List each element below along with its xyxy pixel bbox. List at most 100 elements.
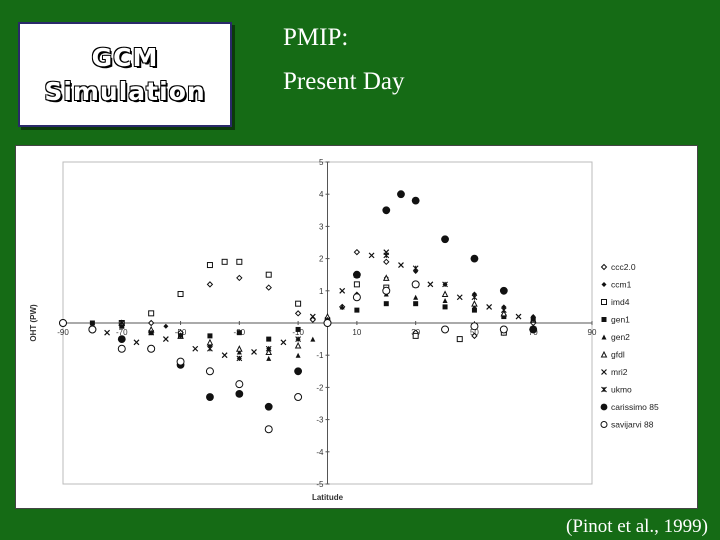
data-point-series-3 bbox=[295, 326, 301, 332]
x-tick-label: 90 bbox=[588, 328, 597, 337]
x-tick-label: 50 bbox=[470, 328, 479, 337]
data-point-series-2 bbox=[412, 332, 419, 339]
data-point-series-7 bbox=[207, 345, 213, 352]
oht-chart: -90-70-50-30-101030507090-5-4-3-2-112345… bbox=[29, 158, 659, 502]
data-point-series-7 bbox=[383, 252, 390, 259]
data-point-series-4 bbox=[266, 355, 272, 361]
data-point-series-8 bbox=[264, 402, 273, 411]
x-tick-label: -10 bbox=[292, 328, 304, 337]
legend-label-2: imd4 bbox=[611, 297, 630, 307]
data-point-series-9 bbox=[323, 319, 332, 327]
legend-marker-9 bbox=[600, 421, 608, 428]
data-point-series-2 bbox=[206, 262, 213, 269]
legend-marker-3 bbox=[601, 317, 607, 322]
data-point-series-6 bbox=[486, 303, 493, 310]
data-point-series-5 bbox=[236, 345, 243, 352]
data-point-series-5 bbox=[294, 341, 302, 349]
data-point-series-0 bbox=[147, 319, 155, 327]
data-point-series-9 bbox=[441, 325, 450, 334]
data-point-series-9 bbox=[411, 280, 420, 289]
data-point-series-7 bbox=[265, 345, 272, 352]
data-point-series-8 bbox=[294, 367, 303, 376]
data-point-series-3 bbox=[383, 301, 389, 307]
data-point-series-5 bbox=[471, 300, 478, 307]
data-point-series-9 bbox=[470, 322, 479, 331]
data-point-series-6 bbox=[104, 329, 111, 336]
legend-label-7: ukmo bbox=[611, 385, 632, 395]
y-tick-label: -3 bbox=[316, 416, 324, 425]
data-point-series-2 bbox=[456, 336, 463, 343]
data-point-series-9 bbox=[382, 286, 391, 295]
data-point-series-3 bbox=[266, 336, 272, 342]
data-point-series-6 bbox=[192, 345, 199, 352]
legend-marker-7 bbox=[601, 386, 607, 393]
data-point-series-6 bbox=[280, 339, 287, 346]
data-point-series-7 bbox=[236, 355, 243, 362]
data-point-series-8 bbox=[499, 286, 508, 295]
data-point-series-3 bbox=[442, 304, 448, 310]
data-point-series-2 bbox=[236, 258, 243, 265]
legend-marker-1 bbox=[601, 282, 607, 287]
data-point-series-6 bbox=[339, 287, 346, 294]
legend-label-1: ccm1 bbox=[611, 280, 632, 290]
legend-label-9: savijarvi 88 bbox=[611, 420, 654, 430]
data-point-series-7 bbox=[177, 332, 184, 339]
data-point-series-4 bbox=[295, 352, 301, 358]
data-point-series-8 bbox=[206, 393, 214, 401]
legend-label-6: mri2 bbox=[611, 367, 628, 377]
data-point-series-9 bbox=[205, 367, 214, 376]
data-point-series-4 bbox=[471, 304, 477, 310]
legend-label-8: carissimo 85 bbox=[611, 402, 659, 412]
chart-panel: -90-70-50-30-101030507090-5-4-3-2-112345… bbox=[15, 145, 698, 509]
data-point-series-3 bbox=[354, 307, 360, 313]
legend-marker-0 bbox=[600, 263, 608, 271]
data-point-series-2 bbox=[295, 300, 302, 307]
y-axis-label: OHT (PW) bbox=[29, 304, 38, 342]
y-tick-label: -1 bbox=[316, 351, 324, 360]
data-point-series-7 bbox=[148, 329, 155, 336]
slide-title-line2: Present Day bbox=[283, 68, 405, 95]
data-point-series-4 bbox=[442, 297, 448, 303]
data-point-series-5 bbox=[206, 338, 214, 346]
data-point-series-7 bbox=[530, 316, 537, 323]
legend-marker-6 bbox=[601, 369, 607, 375]
data-point-series-7 bbox=[412, 265, 419, 272]
data-point-series-6 bbox=[456, 294, 463, 301]
gcm-label-line1: GCM bbox=[91, 42, 159, 72]
gcm-label-line2: Simulation bbox=[44, 76, 206, 106]
data-point-series-9 bbox=[264, 425, 273, 434]
data-point-series-6 bbox=[368, 252, 375, 259]
data-point-series-5 bbox=[441, 290, 449, 298]
y-tick-label: 5 bbox=[319, 158, 324, 167]
data-point-series-9 bbox=[176, 357, 185, 366]
data-point-series-6 bbox=[515, 313, 522, 320]
y-tick-label: -5 bbox=[316, 480, 324, 489]
y-tick-label: 2 bbox=[319, 255, 324, 264]
data-point-series-6 bbox=[251, 349, 257, 355]
data-point-series-3 bbox=[207, 333, 213, 339]
data-point-series-4 bbox=[236, 349, 242, 355]
data-point-series-9 bbox=[147, 344, 156, 353]
data-point-series-9 bbox=[88, 325, 97, 334]
data-point-series-1 bbox=[163, 323, 169, 329]
data-point-series-8 bbox=[382, 206, 391, 215]
legend-label-5: gfdl bbox=[611, 350, 625, 360]
data-point-series-2 bbox=[265, 271, 272, 278]
data-point-series-9 bbox=[499, 325, 508, 334]
data-point-series-0 bbox=[206, 281, 214, 288]
data-point-series-0 bbox=[236, 274, 243, 282]
data-point-series-8 bbox=[441, 235, 449, 244]
data-point-series-5 bbox=[265, 348, 273, 355]
citation: (Pinot et al., 1999) bbox=[566, 516, 708, 537]
data-point-series-9 bbox=[235, 380, 244, 389]
legend-label-3: gen1 bbox=[611, 315, 630, 325]
data-point-series-2 bbox=[177, 291, 184, 298]
data-point-series-3 bbox=[119, 323, 125, 329]
legend-marker-5 bbox=[600, 350, 608, 358]
data-point-series-9 bbox=[59, 319, 67, 327]
data-point-series-2 bbox=[148, 310, 155, 317]
data-point-series-8 bbox=[235, 389, 244, 398]
data-point-series-8 bbox=[352, 270, 361, 279]
data-point-series-8 bbox=[411, 196, 420, 205]
data-point-series-0 bbox=[353, 248, 361, 256]
